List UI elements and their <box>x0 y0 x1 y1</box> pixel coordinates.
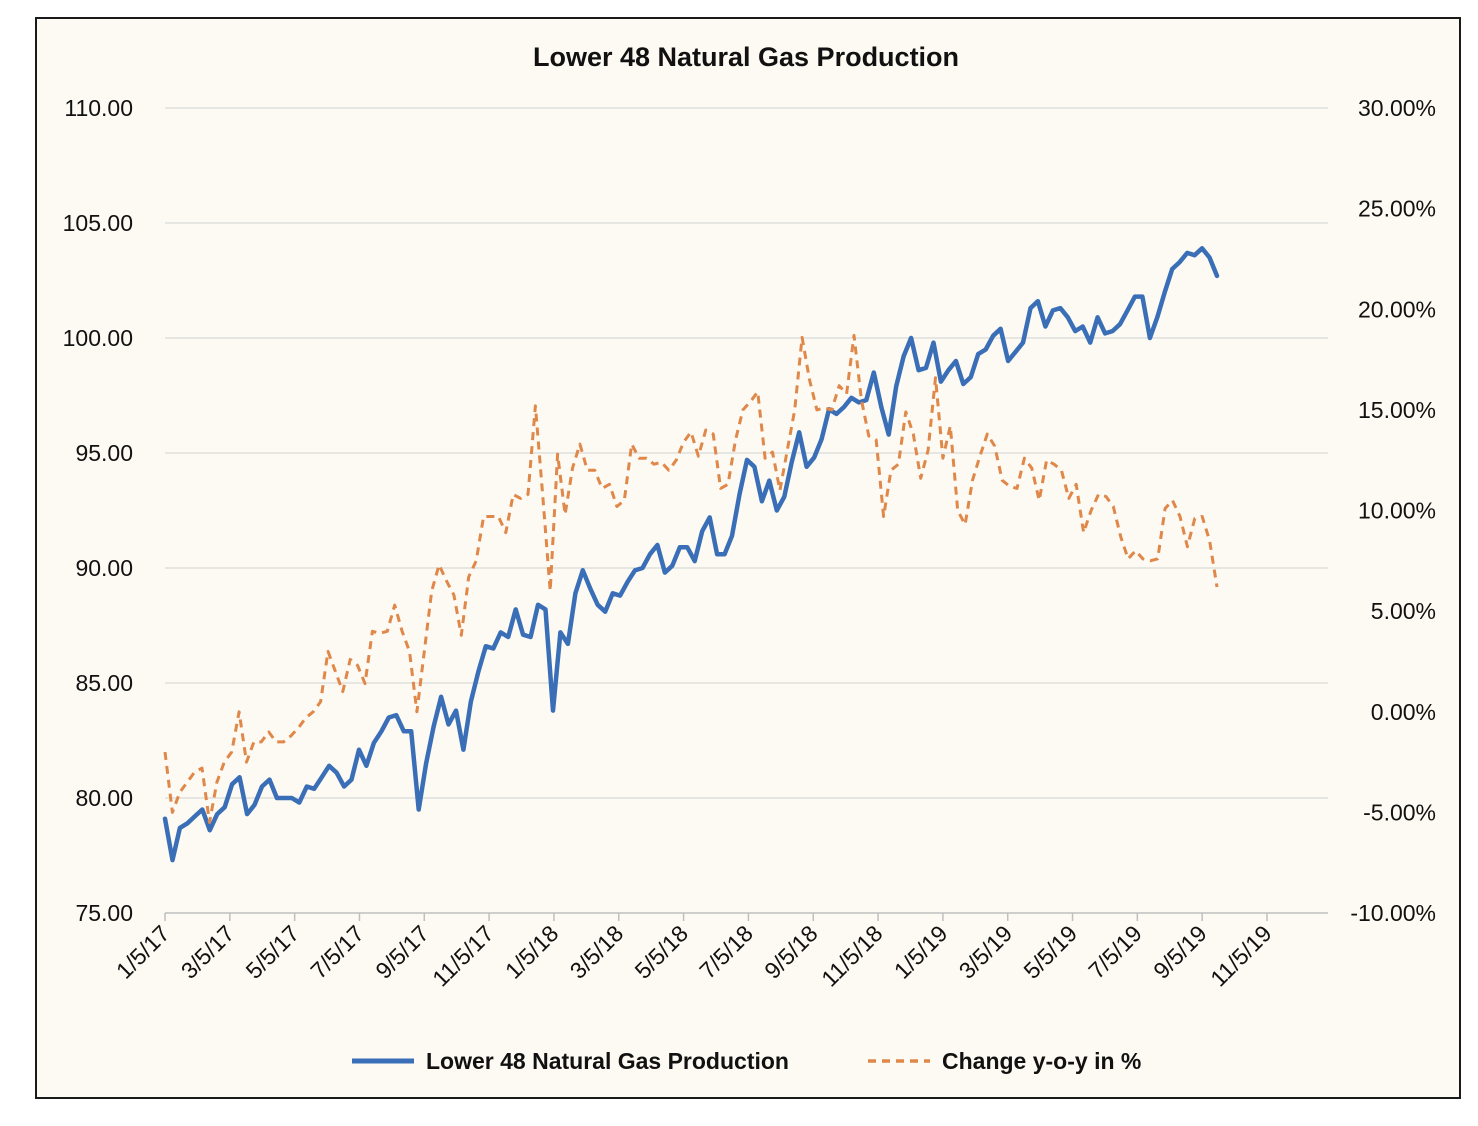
y-axis-right: -10.00% -5.00% 0.00% 5.00% 10.00% 15.00% 20.00… <box>1350 95 1436 926</box>
y-left-tick-label: 95.00 <box>75 440 133 466</box>
series-line-yoy-change <box>163 333 1219 824</box>
legend-label-yoy-change: Change y-o-y in % <box>942 1048 1141 1074</box>
x-tick-label: 5/5/17 <box>241 920 305 984</box>
x-tick-label: 7/5/18 <box>694 920 758 984</box>
y-left-tick-label: 100.00 <box>63 325 133 351</box>
x-tick-label: 9/5/18 <box>759 920 823 984</box>
x-tick-label: 1/5/17 <box>111 920 175 984</box>
y-axis-left: 75.00 80.00 85.00 90.00 95.00 100.00 105.00 110… <box>63 95 133 926</box>
x-tick-label: 9/5/17 <box>370 920 434 984</box>
legend: Lower 48 Natural Gas Production Change y… <box>352 1048 1141 1074</box>
x-tick-label: 5/5/19 <box>1018 920 1082 984</box>
series-line-production <box>162 246 1220 863</box>
x-tick-label: 5/5/18 <box>630 920 694 984</box>
x-tick-label: 11/5/19 <box>1205 920 1276 991</box>
y-left-tick-label: 75.00 <box>75 900 133 926</box>
y-right-tick-label: -5.00% <box>1363 799 1436 825</box>
y-left-tick-label: 90.00 <box>75 555 133 581</box>
y-left-tick-label: 105.00 <box>63 210 133 236</box>
y-right-tick-label: 10.00% <box>1358 498 1436 524</box>
x-tick-label: 7/5/17 <box>305 920 369 984</box>
y-right-tick-label: 15.00% <box>1358 397 1436 423</box>
x-tick-label: 3/5/19 <box>954 920 1018 984</box>
y-left-tick-label: 110.00 <box>64 95 133 121</box>
y-right-tick-label: 5.00% <box>1371 598 1436 624</box>
chart-title: Lower 48 Natural Gas Production <box>533 42 959 72</box>
series-lines <box>162 246 1220 863</box>
x-tick-label: 3/5/18 <box>565 920 629 984</box>
gridlines <box>165 107 1328 799</box>
y-right-tick-label: -10.00% <box>1350 900 1436 926</box>
y-right-tick-label: 30.00% <box>1358 95 1436 121</box>
legend-label-production: Lower 48 Natural Gas Production <box>426 1048 789 1074</box>
x-tick-label: 9/5/19 <box>1148 920 1212 984</box>
y-right-tick-label: 25.00% <box>1358 196 1436 222</box>
y-left-tick-label: 80.00 <box>75 785 133 811</box>
y-right-tick-label: 20.00% <box>1358 296 1436 322</box>
x-tick-label: 7/5/19 <box>1083 920 1147 984</box>
x-tick-label: 3/5/17 <box>176 920 240 984</box>
x-tick-label: 1/5/18 <box>500 920 564 984</box>
x-tick-label: 11/5/17 <box>427 920 498 991</box>
y-right-tick-label: 0.00% <box>1371 699 1436 725</box>
x-tick-label: 1/5/19 <box>889 920 953 984</box>
y-left-tick-label: 85.00 <box>75 670 133 696</box>
x-tick-label: 11/5/18 <box>816 920 887 991</box>
